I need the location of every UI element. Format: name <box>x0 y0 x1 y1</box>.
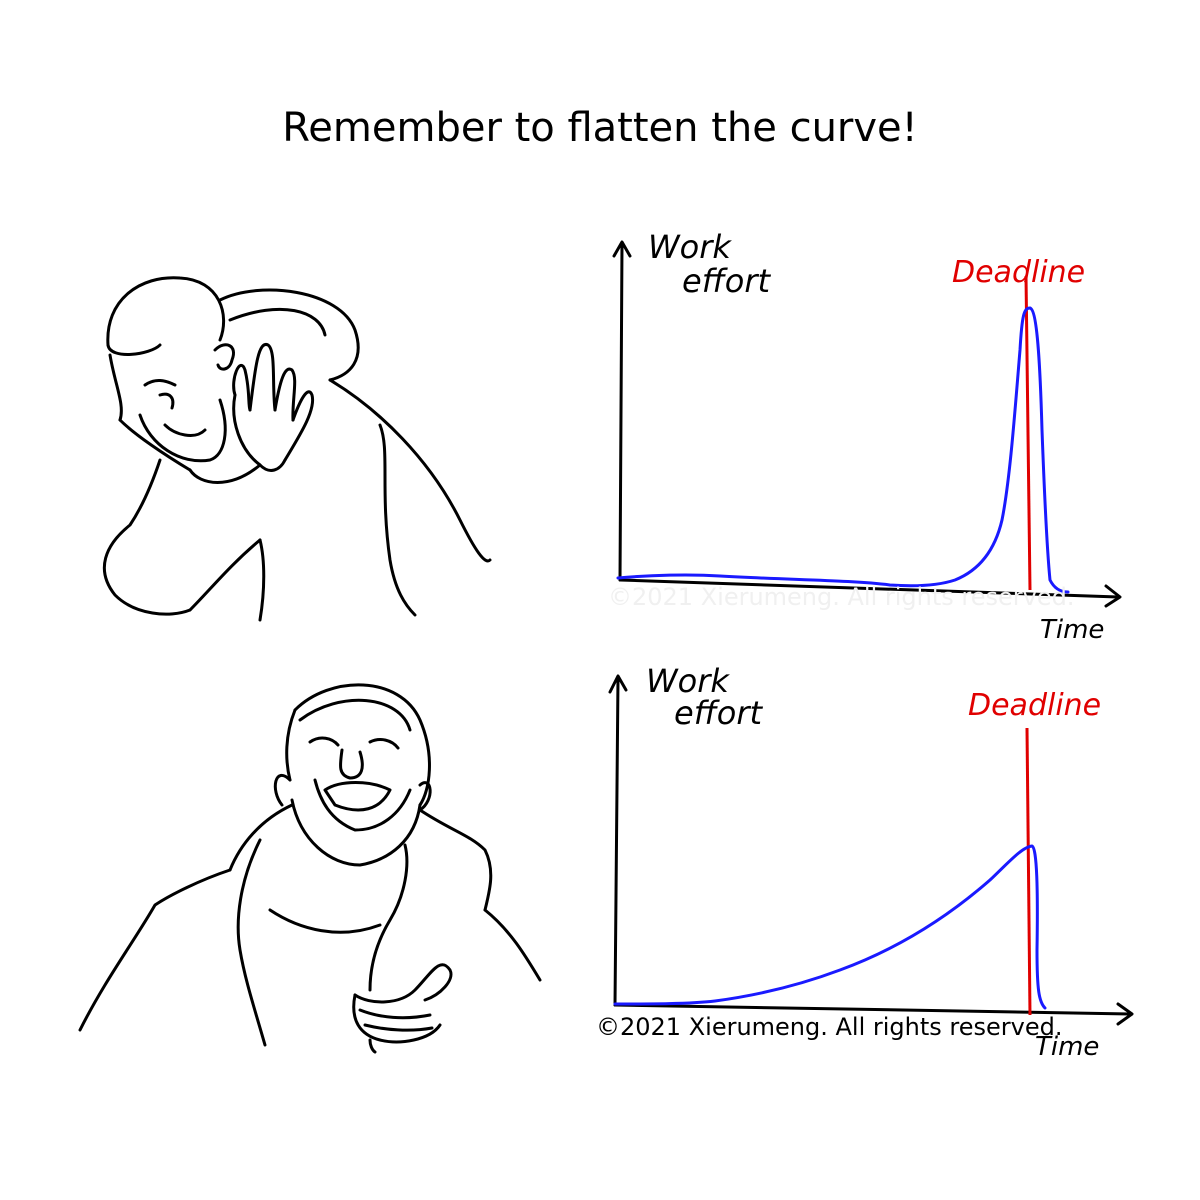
work-effort-curve <box>613 844 1047 1010</box>
deadline-label: Deadline <box>968 688 1101 723</box>
work-effort-curve <box>616 306 1070 594</box>
y-axis <box>618 242 624 582</box>
x-axis <box>618 578 1120 599</box>
deadline-line <box>1025 727 1032 1016</box>
y-axis-label-line2: effort <box>682 262 772 300</box>
y-axis <box>613 676 620 1007</box>
y-axis-label-line2: effort <box>674 694 764 732</box>
top-work-effort-graph: Work effort Time Deadline <box>612 230 1122 645</box>
copyright-watermark: ©2021 Xierumeng. All rights reserved. <box>596 1013 1063 1041</box>
deadline-label: Deadline <box>952 255 1085 290</box>
y-axis-arrowhead <box>608 674 628 694</box>
x-axis-label: Time <box>1035 1032 1099 1062</box>
y-axis-label-line1: Work <box>648 230 732 266</box>
x-axis-label: Time <box>1040 615 1104 645</box>
x-axis-arrowhead <box>1104 584 1122 608</box>
faint-watermark: ©2021 Xierumeng. All rights reserved. <box>608 583 1075 611</box>
deadline-line <box>1024 275 1032 591</box>
approving-person-drawing <box>78 683 542 1054</box>
y-axis-arrowhead <box>612 240 632 258</box>
x-axis <box>613 1003 1132 1016</box>
y-axis-label-line1: Work <box>646 662 730 700</box>
page-title: Remember to flatten the curve! <box>282 105 918 151</box>
disapproving-person-drawing <box>102 276 492 622</box>
x-axis-arrowhead <box>1116 1002 1134 1026</box>
bottom-work-effort-graph: Work effort Time Deadline <box>608 662 1134 1062</box>
